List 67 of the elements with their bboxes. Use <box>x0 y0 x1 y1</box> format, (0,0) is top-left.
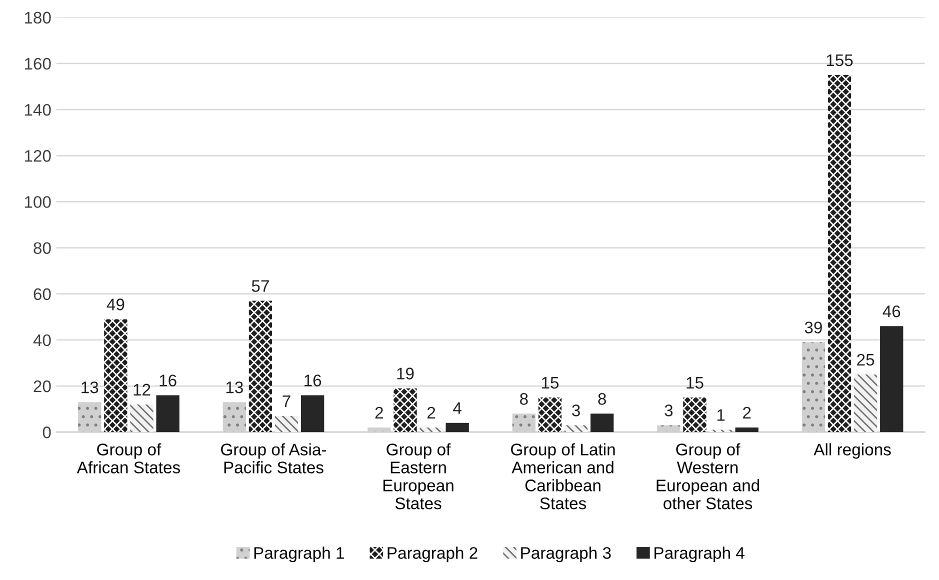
data-label: 15 <box>542 377 559 389</box>
data-label: 1 <box>717 409 725 421</box>
bar <box>274 416 298 432</box>
bar <box>802 342 826 432</box>
bar <box>248 300 272 432</box>
data-label: 2 <box>375 406 383 418</box>
y-tick-label: 100 <box>24 196 51 208</box>
data-label: 7 <box>282 395 290 407</box>
x-tick-label: All regions <box>814 443 891 459</box>
legend-label: Paragraph 3 <box>521 546 611 562</box>
data-label: 4 <box>453 402 462 414</box>
x-tick-label: Group of Latin American and Caribbean States <box>511 443 615 510</box>
bar <box>564 425 588 432</box>
x-tick-label: Group of Asia- Pacific States <box>221 443 326 474</box>
data-label: 8 <box>598 393 606 405</box>
data-label: 39 <box>804 322 822 334</box>
data-label: 2 <box>743 406 751 418</box>
y-tick-label: 60 <box>34 288 51 300</box>
bar <box>130 404 154 432</box>
data-label: 49 <box>106 298 124 310</box>
y-tick-label: 0 <box>42 426 51 438</box>
legend-label: Paragraph 1 <box>254 546 344 562</box>
bar <box>104 319 128 432</box>
y-tick-label: 160 <box>24 58 51 70</box>
data-label: 15 <box>686 377 704 389</box>
bar <box>880 326 904 432</box>
bar <box>222 402 246 432</box>
bar <box>735 427 758 432</box>
y-tick-label: 20 <box>34 380 51 392</box>
bar <box>78 402 102 432</box>
data-label: 46 <box>882 305 900 318</box>
bar <box>300 395 324 432</box>
bar <box>420 427 443 432</box>
bar <box>446 422 469 432</box>
y-tick-label: 40 <box>33 334 51 346</box>
data-label: 25 <box>857 354 874 366</box>
x-tick-label: Group of Western European and other States <box>656 443 760 510</box>
bar <box>828 74 852 432</box>
data-label: 2 <box>427 406 436 418</box>
bar <box>590 414 614 432</box>
data-label: 19 <box>397 368 414 380</box>
legend-label: Paragraph 4 <box>654 546 744 562</box>
x-tick-label: Group of African States <box>76 443 180 474</box>
bar <box>368 427 391 432</box>
bar <box>683 398 706 432</box>
legend-label: Paragraph 2 <box>388 546 478 562</box>
data-label: 3 <box>572 404 580 416</box>
data-label: 13 <box>82 382 98 394</box>
bar <box>512 414 536 432</box>
bar <box>854 374 878 432</box>
bar <box>156 395 180 432</box>
data-label: 13 <box>226 382 243 394</box>
bar <box>657 425 680 432</box>
data-label: 3 <box>664 404 673 416</box>
data-label: 12 <box>134 384 150 396</box>
bar <box>538 398 562 432</box>
x-tick-label: Group of Eastern European States <box>383 443 454 510</box>
data-label: 155 <box>826 54 853 66</box>
data-label: 16 <box>160 374 176 386</box>
data-label: 16 <box>304 374 322 386</box>
data-label: 57 <box>252 280 269 292</box>
data-label: 8 <box>520 393 528 405</box>
y-tick-label: 180 <box>24 12 51 24</box>
y-tick-label: 120 <box>24 150 51 162</box>
y-tick-label: 80 <box>34 242 51 254</box>
bar <box>394 388 417 432</box>
y-tick-label: 140 <box>24 104 51 116</box>
